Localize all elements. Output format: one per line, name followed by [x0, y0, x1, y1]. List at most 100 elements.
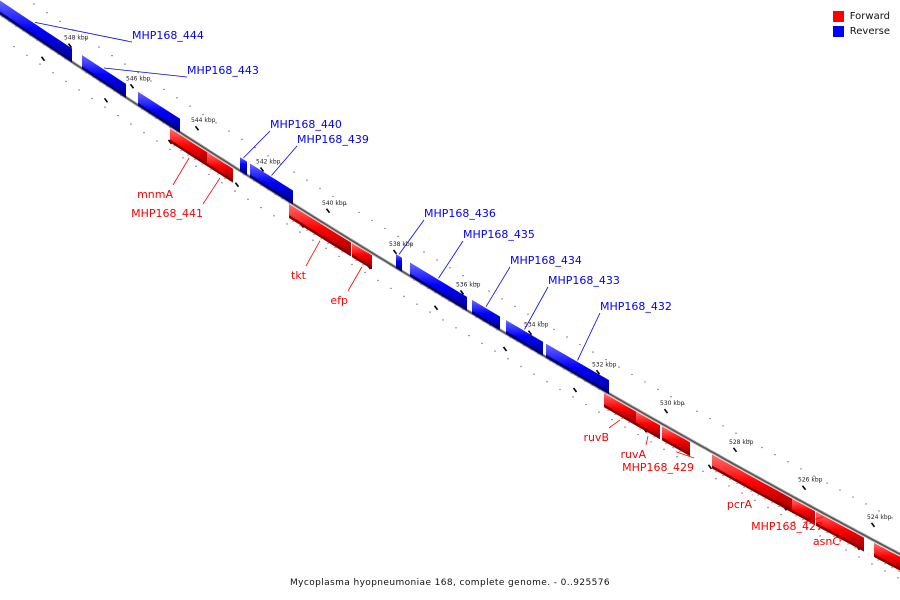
gene-label-MHP168_443[interactable]: MHP168_443 [187, 64, 259, 77]
scale-tick-label: 540 kbp [322, 200, 347, 207]
gene-leader-line [271, 145, 298, 176]
scale-tick-label: 536 kbp [456, 281, 481, 288]
scale-tick-label: 538 kbp [389, 241, 414, 248]
scale-tick [527, 330, 533, 336]
gene-labels: MHP168_444 MHP168_443 MHP168_440 MHP168_439… [34, 22, 841, 548]
map-caption: Mycoplasma hyopneumoniae 168, complete g… [289, 578, 611, 588]
gene-bar-MHP168_443[interactable] [82, 55, 126, 98]
gene-bar-MHP168_436[interactable] [396, 254, 402, 272]
gene-leader-line [347, 266, 363, 292]
scale-tick-minor [502, 346, 508, 352]
scale-tick [732, 447, 738, 453]
scale-tick-label: 544 kbp [191, 117, 216, 124]
legend-forward: Forward [832, 9, 890, 24]
scale-tick-minor [572, 387, 578, 393]
gene-leader-line [34, 22, 133, 43]
gene-bar-MHP168_435[interactable] [410, 262, 467, 311]
gene-bar-MHP168_434[interactable] [472, 299, 500, 331]
gene-label-MHP168_441[interactable]: MHP168_441 [131, 207, 203, 220]
legend-reverse-label: Reverse [849, 26, 890, 37]
gene-leader-line [305, 240, 321, 267]
scale-tick [325, 208, 331, 214]
gene-label-MHP168_432[interactable]: MHP168_432 [600, 300, 672, 313]
gene-bar-efp[interactable] [352, 243, 372, 270]
scale-tick-minor [707, 464, 713, 470]
gene-bar-MHP168_439[interactable] [250, 163, 293, 205]
scale-tick-label: 542 kbp [256, 159, 281, 166]
genome-backbone [0, 12, 900, 556]
legend: Forward Reverse [832, 9, 890, 39]
scale-tick [595, 369, 601, 375]
scale-tick-label: 528 kbp [729, 439, 754, 446]
gene-leader-line [645, 435, 649, 446]
scale-tick-label: 526 kbp [798, 477, 823, 484]
scale-tick-label: 546 kbp [126, 75, 151, 82]
gene-bar-ruvB[interactable] [604, 393, 636, 426]
gene-label-tkt[interactable]: tkt [291, 269, 307, 282]
gene-label-asnC[interactable]: asnC [813, 535, 840, 548]
scale-tick-minor [103, 97, 109, 103]
position-dots [13, 3, 899, 579]
scale-tick [459, 289, 465, 295]
gene-label-pcrA[interactable]: pcrA [727, 498, 753, 511]
scale-tick-minor [40, 56, 46, 62]
gene-leader-line [577, 312, 601, 361]
gene-bar-MHP168_433[interactable] [506, 320, 543, 356]
gene-bar-MHP168_444[interactable] [0, 0, 72, 63]
scale-tick-label: 532 kbp [592, 361, 617, 368]
gene-bar-MHP168_427[interactable] [792, 498, 815, 526]
gene-bar-block-a[interactable] [138, 91, 180, 133]
scale-tick-label: 548 kbp [64, 35, 89, 42]
gene-label-MHP168_439[interactable]: MHP168_439 [297, 133, 369, 146]
scale-tick [67, 43, 73, 49]
reverse-swatch [832, 26, 844, 37]
gene-label-ruvA[interactable]: ruvA [620, 448, 646, 461]
scale-tick [392, 249, 398, 255]
gene-leader-line [438, 240, 464, 279]
gene-leader-line [675, 451, 695, 459]
gene-leader-line [172, 157, 190, 186]
gene-label-MHP168_436[interactable]: MHP168_436 [424, 207, 496, 220]
gene-leader-line [608, 419, 621, 429]
gene-leader-line [485, 266, 511, 307]
scale-tick [259, 167, 265, 173]
scale-tick-minor [433, 305, 439, 311]
gene-bar-MHP168_440[interactable] [240, 157, 247, 176]
gene-leader-line [103, 67, 188, 78]
gene-label-MHP168_427[interactable]: MHP168_427 [751, 520, 823, 533]
gene-leader-line [398, 219, 425, 255]
gene-bar-tkt[interactable] [289, 204, 351, 257]
gene-label-MHP168_440[interactable]: MHP168_440 [270, 118, 342, 131]
gene-label-MHP168_435[interactable]: MHP168_435 [463, 228, 535, 241]
scale-tick-label: 530 kbp [660, 400, 685, 407]
scale-tick-minor [234, 182, 240, 188]
scale-tick [194, 125, 200, 131]
legend-reverse: Reverse [832, 24, 890, 39]
gene-label-mnmA[interactable]: mnmA [137, 188, 173, 201]
gene-bar-mnmA[interactable] [170, 128, 208, 167]
gene-features [0, 0, 900, 574]
forward-swatch [832, 11, 844, 22]
gene-label-MHP168_429[interactable]: MHP168_429 [622, 461, 694, 474]
legend-forward-label: Forward [849, 11, 890, 22]
gene-label-efp[interactable]: efp [330, 294, 348, 307]
gene-leader-line [202, 177, 221, 205]
gene-label-ruvB[interactable]: ruvB [583, 431, 609, 444]
gene-bar-MHP168_441[interactable] [207, 152, 233, 183]
scale-tick-label: 534 kbp [524, 322, 549, 329]
scale-tick [663, 408, 669, 414]
scale-tick [801, 485, 807, 491]
gene-bar-block-b[interactable] [874, 542, 900, 574]
gene-leader-line [524, 286, 549, 330]
gene-bar-MHP168_429[interactable] [662, 426, 690, 457]
gene-bar-pcrA[interactable] [712, 454, 793, 514]
scale-tick [129, 83, 135, 89]
gene-label-MHP168_433[interactable]: MHP168_433 [548, 274, 620, 287]
scale-tick-label: 524 kbp [867, 514, 892, 521]
scale-tick [870, 522, 876, 528]
gene-label-MHP168_434[interactable]: MHP168_434 [510, 254, 582, 267]
gene-bar-MHP168_432[interactable] [546, 343, 609, 395]
gene-bar-ruvA[interactable] [636, 411, 660, 440]
gene-label-MHP168_444[interactable]: MHP168_444 [132, 29, 204, 42]
